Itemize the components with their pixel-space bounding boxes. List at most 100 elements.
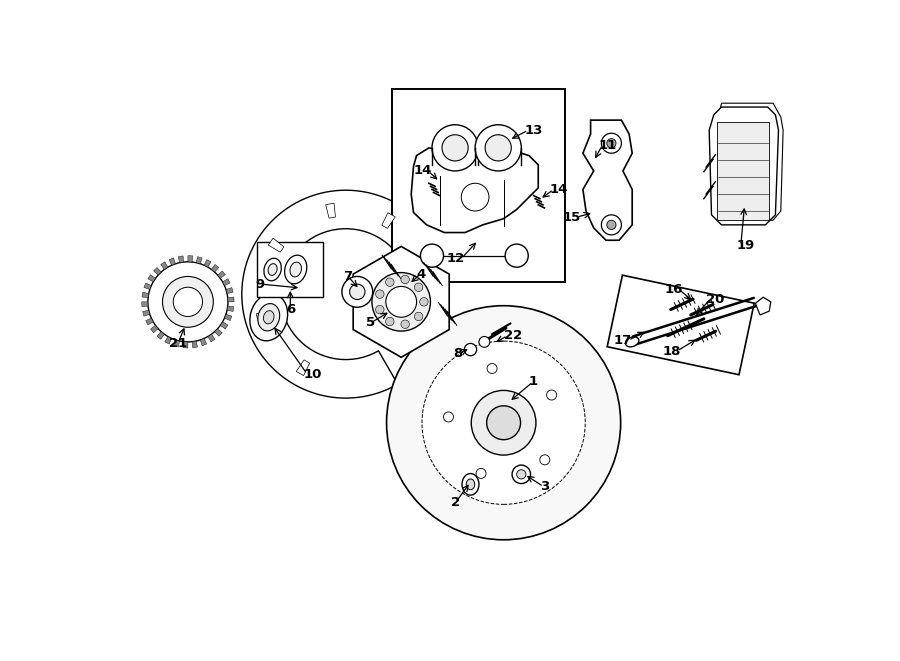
Ellipse shape <box>264 311 274 324</box>
Polygon shape <box>608 275 754 375</box>
Polygon shape <box>148 275 156 282</box>
Polygon shape <box>165 336 172 344</box>
Polygon shape <box>227 306 234 311</box>
Circle shape <box>476 469 486 479</box>
Circle shape <box>414 312 423 321</box>
Text: 9: 9 <box>256 278 265 291</box>
Polygon shape <box>717 103 783 220</box>
Bar <box>717 122 770 220</box>
Text: 13: 13 <box>525 124 543 137</box>
Circle shape <box>607 139 616 148</box>
Circle shape <box>464 344 477 356</box>
Text: 15: 15 <box>562 211 580 223</box>
Ellipse shape <box>257 303 280 331</box>
Circle shape <box>432 125 478 171</box>
Circle shape <box>372 272 430 331</box>
Text: 14: 14 <box>414 165 432 177</box>
Polygon shape <box>222 279 230 286</box>
Polygon shape <box>146 318 153 325</box>
Circle shape <box>442 135 468 161</box>
Polygon shape <box>242 190 446 398</box>
Ellipse shape <box>250 293 288 341</box>
Polygon shape <box>196 256 202 264</box>
Circle shape <box>420 244 444 267</box>
Text: 16: 16 <box>664 283 683 296</box>
Polygon shape <box>411 148 538 233</box>
Text: 2: 2 <box>451 496 460 508</box>
Polygon shape <box>228 297 234 302</box>
Circle shape <box>472 391 536 455</box>
Text: 10: 10 <box>303 368 322 381</box>
Polygon shape <box>709 107 778 225</box>
Text: 1: 1 <box>529 375 538 389</box>
Circle shape <box>607 220 616 229</box>
Circle shape <box>419 297 428 306</box>
Polygon shape <box>143 310 149 316</box>
Text: 4: 4 <box>417 268 426 281</box>
Text: 8: 8 <box>454 347 463 360</box>
Text: 12: 12 <box>446 253 465 265</box>
Ellipse shape <box>290 262 302 277</box>
Text: 5: 5 <box>366 316 375 329</box>
Polygon shape <box>161 262 168 270</box>
Circle shape <box>487 406 520 440</box>
Circle shape <box>601 215 621 235</box>
Ellipse shape <box>264 258 282 281</box>
Text: 6: 6 <box>285 303 295 316</box>
Circle shape <box>400 275 410 284</box>
Circle shape <box>540 455 550 465</box>
Polygon shape <box>142 292 148 297</box>
Circle shape <box>517 470 526 479</box>
Circle shape <box>546 390 556 400</box>
Circle shape <box>475 125 521 171</box>
Polygon shape <box>204 260 211 267</box>
Circle shape <box>485 135 511 161</box>
Polygon shape <box>218 271 225 278</box>
Polygon shape <box>268 238 284 253</box>
Text: 3: 3 <box>540 480 549 493</box>
Polygon shape <box>154 268 161 275</box>
Circle shape <box>375 305 384 314</box>
Circle shape <box>387 305 621 540</box>
Polygon shape <box>382 213 395 229</box>
Text: 22: 22 <box>504 329 522 342</box>
Polygon shape <box>157 332 165 339</box>
Circle shape <box>444 412 454 422</box>
Text: 18: 18 <box>662 344 680 358</box>
Polygon shape <box>144 283 151 290</box>
Circle shape <box>414 283 423 292</box>
Circle shape <box>163 276 213 327</box>
Polygon shape <box>208 334 215 342</box>
Polygon shape <box>141 302 149 307</box>
Circle shape <box>385 317 394 326</box>
Polygon shape <box>192 341 197 348</box>
Text: 7: 7 <box>343 270 352 283</box>
Circle shape <box>479 336 490 347</box>
Circle shape <box>601 134 621 153</box>
Circle shape <box>487 364 497 373</box>
Polygon shape <box>583 120 632 240</box>
Text: 20: 20 <box>706 293 724 306</box>
Polygon shape <box>178 256 184 262</box>
Text: 19: 19 <box>737 239 755 252</box>
Polygon shape <box>215 329 222 336</box>
Polygon shape <box>296 360 310 375</box>
Circle shape <box>148 262 228 342</box>
Circle shape <box>505 244 528 267</box>
Bar <box>392 89 565 282</box>
Polygon shape <box>353 247 449 358</box>
Circle shape <box>512 465 530 484</box>
Circle shape <box>385 278 394 286</box>
Ellipse shape <box>626 337 639 347</box>
Polygon shape <box>174 340 180 347</box>
Polygon shape <box>256 311 272 322</box>
Polygon shape <box>220 322 228 329</box>
Polygon shape <box>326 203 336 218</box>
Circle shape <box>174 288 203 317</box>
Polygon shape <box>150 325 158 332</box>
Ellipse shape <box>462 473 479 495</box>
Polygon shape <box>169 258 176 265</box>
Text: 11: 11 <box>598 139 616 152</box>
Circle shape <box>386 286 417 317</box>
Polygon shape <box>224 314 232 321</box>
